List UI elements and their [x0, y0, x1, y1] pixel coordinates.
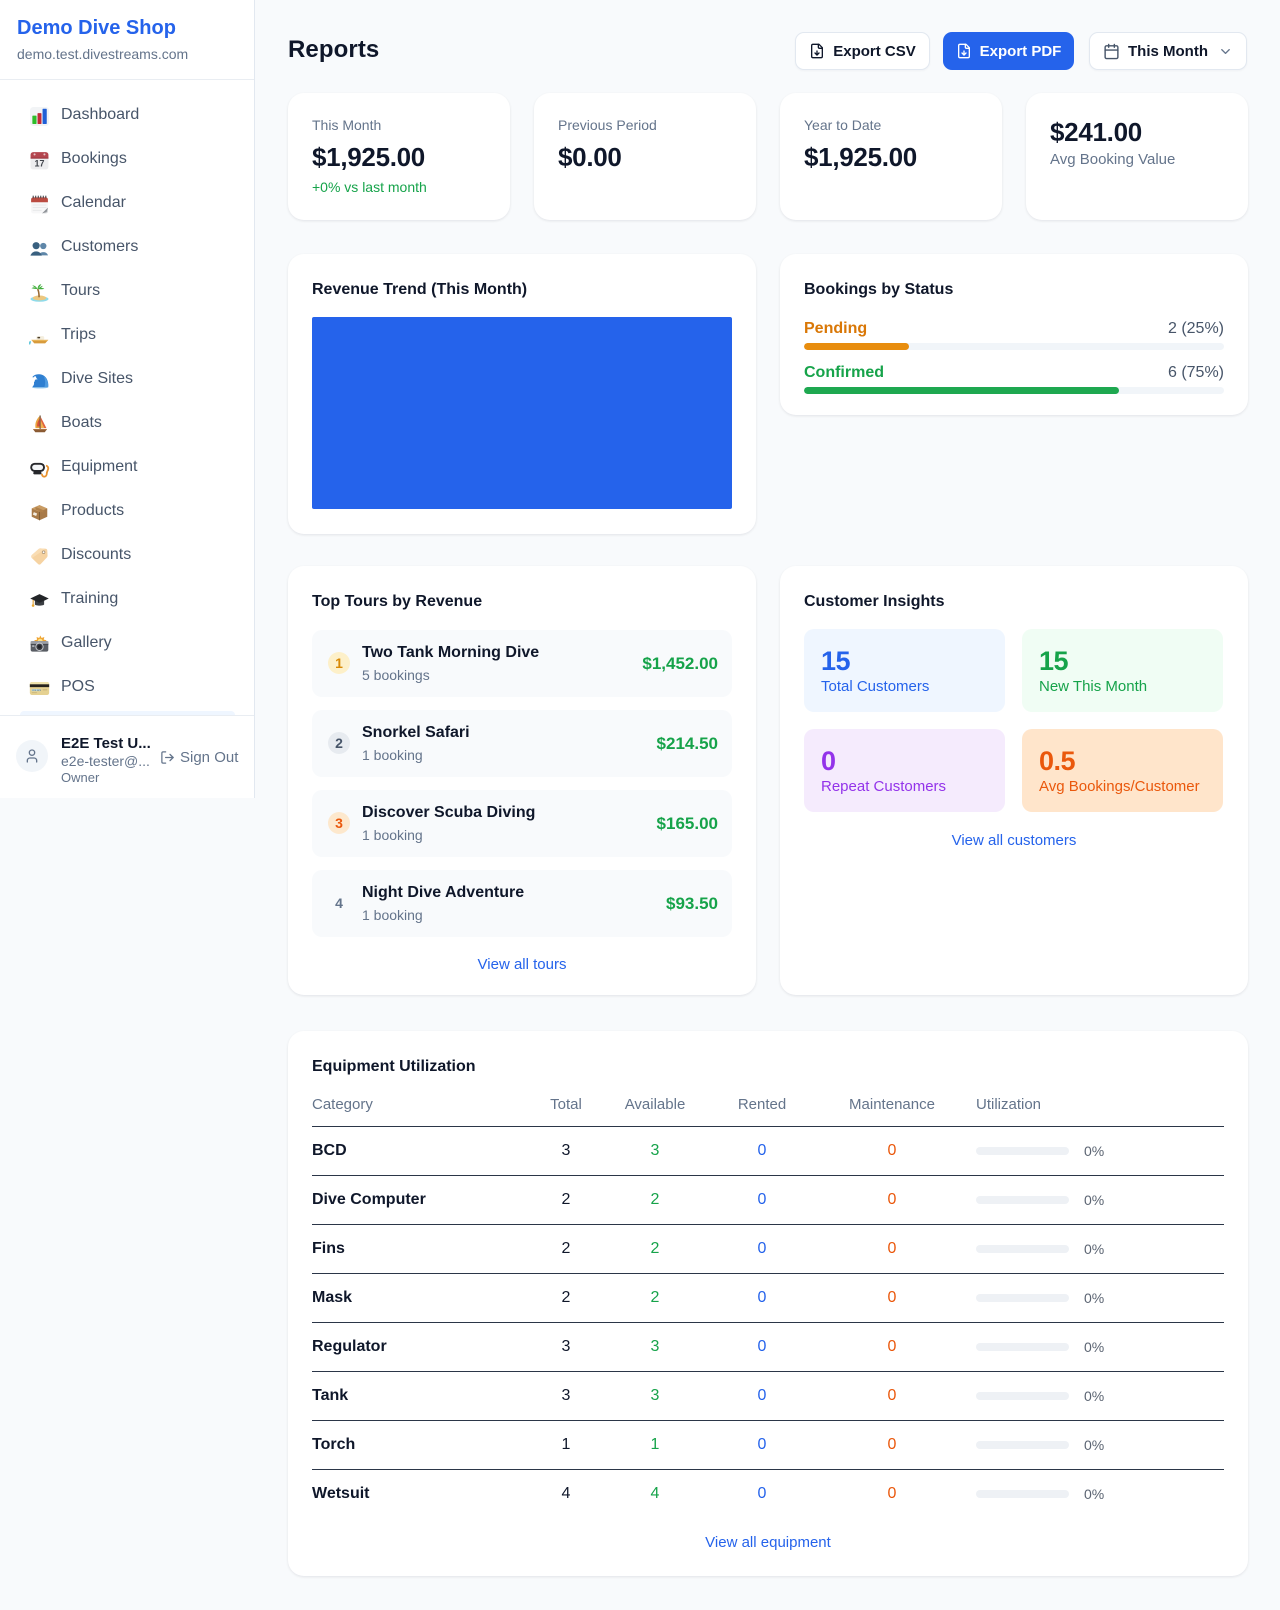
svg-text:17: 17: [35, 159, 45, 169]
svg-text:1234 5678: 1234 5678: [32, 690, 41, 692]
